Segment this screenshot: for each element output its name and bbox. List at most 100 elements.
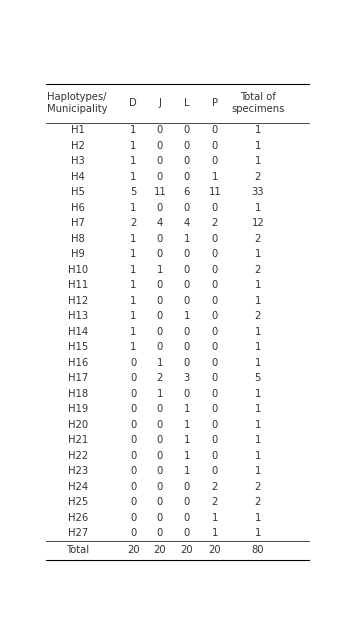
Text: 2: 2 (212, 497, 218, 507)
Text: 4: 4 (157, 218, 163, 228)
Text: 1: 1 (212, 513, 218, 523)
Text: 0: 0 (130, 358, 136, 368)
Text: 0: 0 (184, 125, 190, 135)
Text: 2: 2 (130, 218, 136, 228)
Text: 0: 0 (130, 466, 136, 476)
Text: 2: 2 (255, 265, 261, 275)
Text: 1: 1 (255, 466, 261, 476)
Text: 1: 1 (183, 404, 190, 414)
Text: 1: 1 (255, 513, 261, 523)
Text: 3: 3 (184, 373, 190, 383)
Text: 0: 0 (130, 420, 136, 430)
Text: H6: H6 (71, 203, 85, 213)
Text: 0: 0 (157, 327, 163, 337)
Text: 0: 0 (157, 141, 163, 151)
Text: 0: 0 (184, 389, 190, 399)
Text: 1: 1 (130, 203, 136, 213)
Text: 1: 1 (255, 327, 261, 337)
Text: H15: H15 (68, 342, 88, 352)
Text: 0: 0 (130, 497, 136, 507)
Text: 0: 0 (212, 311, 218, 321)
Text: 1: 1 (183, 234, 190, 244)
Text: 1: 1 (130, 327, 136, 337)
Text: 0: 0 (212, 265, 218, 275)
Text: 1: 1 (255, 156, 261, 166)
Text: 0: 0 (184, 497, 190, 507)
Text: 0: 0 (184, 528, 190, 538)
Text: 0: 0 (157, 528, 163, 538)
Text: 0: 0 (157, 404, 163, 414)
Text: 1: 1 (130, 342, 136, 352)
Text: 1: 1 (255, 404, 261, 414)
Text: H8: H8 (71, 234, 85, 244)
Text: 20: 20 (209, 545, 221, 555)
Text: H3: H3 (71, 156, 85, 166)
Text: 20: 20 (154, 545, 166, 555)
Text: 1: 1 (255, 249, 261, 259)
Text: 0: 0 (212, 141, 218, 151)
Text: 1: 1 (255, 296, 261, 306)
Text: 0: 0 (212, 373, 218, 383)
Text: 0: 0 (184, 172, 190, 182)
Text: 5: 5 (130, 187, 136, 197)
Text: 4: 4 (184, 218, 190, 228)
Text: 2: 2 (255, 172, 261, 182)
Text: 0: 0 (184, 280, 190, 290)
Text: 1: 1 (130, 249, 136, 259)
Text: 0: 0 (130, 389, 136, 399)
Text: 1: 1 (183, 420, 190, 430)
Text: H25: H25 (68, 497, 88, 507)
Text: 0: 0 (157, 497, 163, 507)
Text: 1: 1 (255, 203, 261, 213)
Text: H23: H23 (68, 466, 88, 476)
Text: 1: 1 (255, 141, 261, 151)
Text: P: P (212, 98, 218, 108)
Text: 0: 0 (184, 141, 190, 151)
Text: 1: 1 (183, 311, 190, 321)
Text: 0: 0 (212, 296, 218, 306)
Text: H17: H17 (68, 373, 88, 383)
Text: 0: 0 (157, 296, 163, 306)
Text: 0: 0 (157, 311, 163, 321)
Text: 0: 0 (184, 327, 190, 337)
Text: 1: 1 (130, 311, 136, 321)
Text: 11: 11 (209, 187, 221, 197)
Text: 1: 1 (130, 280, 136, 290)
Text: 0: 0 (184, 265, 190, 275)
Text: 2: 2 (255, 482, 261, 492)
Text: 1: 1 (255, 342, 261, 352)
Text: 0: 0 (157, 482, 163, 492)
Text: H12: H12 (68, 296, 88, 306)
Text: 0: 0 (212, 327, 218, 337)
Text: H1: H1 (71, 125, 85, 135)
Text: H24: H24 (68, 482, 88, 492)
Text: H16: H16 (68, 358, 88, 368)
Text: 1: 1 (212, 172, 218, 182)
Text: 1: 1 (130, 125, 136, 135)
Text: 1: 1 (212, 528, 218, 538)
Text: 0: 0 (157, 513, 163, 523)
Text: 0: 0 (157, 420, 163, 430)
Text: 1: 1 (157, 358, 163, 368)
Text: 0: 0 (157, 280, 163, 290)
Text: H10: H10 (68, 265, 88, 275)
Text: 0: 0 (130, 435, 136, 445)
Text: 2: 2 (212, 218, 218, 228)
Text: L: L (184, 98, 190, 108)
Text: Total: Total (66, 545, 90, 555)
Text: 0: 0 (184, 156, 190, 166)
Text: H2: H2 (71, 141, 85, 151)
Text: H9: H9 (71, 249, 85, 259)
Text: 0: 0 (184, 482, 190, 492)
Text: 0: 0 (212, 420, 218, 430)
Text: 0: 0 (184, 203, 190, 213)
Text: 1: 1 (130, 265, 136, 275)
Text: 0: 0 (212, 451, 218, 461)
Text: 1: 1 (255, 420, 261, 430)
Text: H18: H18 (68, 389, 88, 399)
Text: 1: 1 (183, 451, 190, 461)
Text: 0: 0 (212, 466, 218, 476)
Text: 0: 0 (212, 404, 218, 414)
Text: 1: 1 (255, 125, 261, 135)
Text: 1: 1 (255, 528, 261, 538)
